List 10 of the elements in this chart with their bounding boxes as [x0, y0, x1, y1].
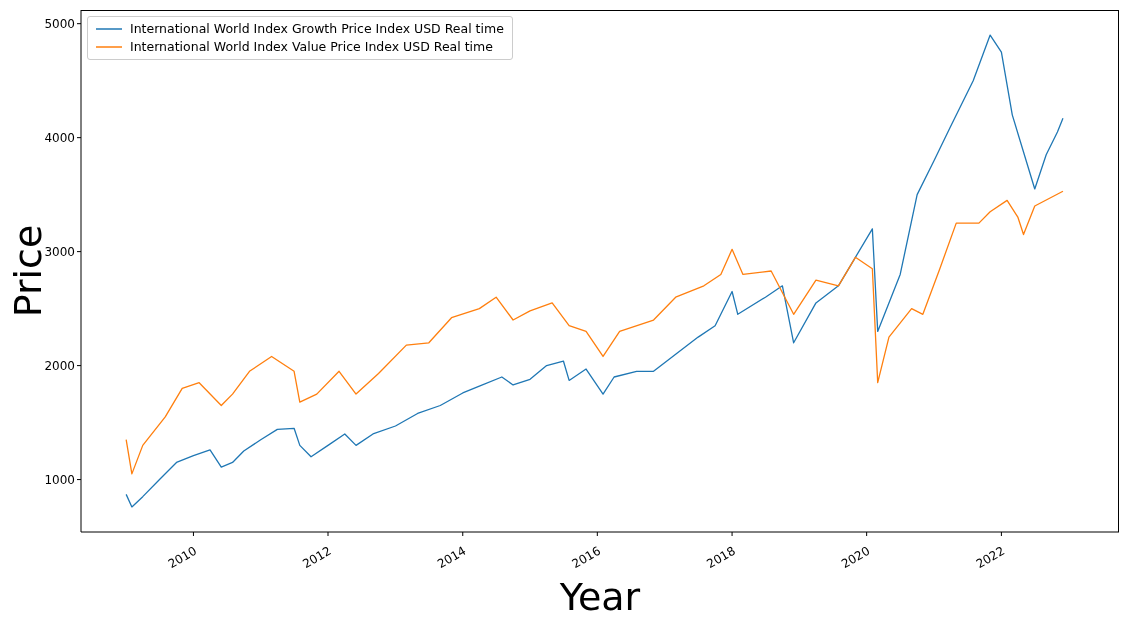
- y-tick-label: 2000: [44, 358, 75, 373]
- y-tick-label: 1000: [44, 472, 75, 487]
- line-series: [125, 34, 1064, 508]
- y-tick-label: 3000: [44, 244, 75, 259]
- legend-label: International World Index Growth Price Index USD Real time: [130, 20, 504, 38]
- y-tick-label: 4000: [44, 130, 75, 145]
- x-axis-title: Year: [558, 575, 641, 619]
- y-tick-label: 5000: [44, 16, 75, 31]
- legend-label: International World Index Value Price Index USD Real time: [130, 38, 493, 56]
- line-series: [125, 190, 1064, 475]
